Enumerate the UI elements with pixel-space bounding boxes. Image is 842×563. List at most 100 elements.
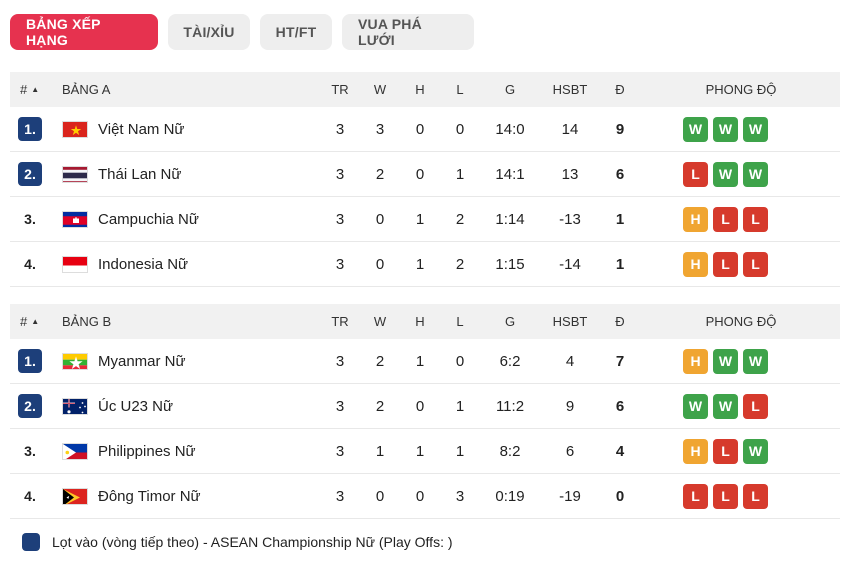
goals-cell: 1:15 <box>495 255 525 273</box>
wins-cell: 3 <box>375 120 385 138</box>
form-loss-badge[interactable]: L <box>743 483 768 509</box>
form-win-badge[interactable]: W <box>683 116 708 142</box>
rank-badge-qualified: 1. <box>18 349 42 373</box>
form-loss-badge[interactable]: L <box>713 251 738 277</box>
goals-cell: 14:0 <box>495 120 525 138</box>
team-flag <box>62 242 88 286</box>
team-flag <box>62 339 88 383</box>
form-win-badge[interactable]: W <box>743 116 768 142</box>
form-loss-badge[interactable]: L <box>713 438 738 464</box>
form-draw-badge[interactable]: H <box>683 438 708 464</box>
goal-difference-cell: 9 <box>565 397 575 415</box>
form-loss-badge[interactable]: L <box>743 251 768 277</box>
rank-cell: 4. <box>18 242 42 286</box>
team-name[interactable]: Campuchia Nữ <box>98 210 199 228</box>
team-name[interactable]: Philippines Nữ <box>98 442 196 460</box>
form-win-badge[interactable]: W <box>713 116 738 142</box>
form-draw-badge[interactable]: H <box>683 206 708 232</box>
form-loss-badge[interactable]: L <box>743 206 768 232</box>
form-loss-badge[interactable]: L <box>713 483 738 509</box>
goal-difference-cell: 13 <box>561 165 579 183</box>
table-row[interactable]: 3. Philippines Nữ 3 1 1 1 8:2 6 4 H L W <box>10 429 840 474</box>
points-cell: 7 <box>615 352 625 370</box>
goals-cell: 1:14 <box>495 210 525 228</box>
col-tr-header: TR <box>331 314 349 329</box>
rank-header[interactable]: # ▲ <box>20 72 39 107</box>
col-form-header: PHONG ĐỘ <box>705 314 777 329</box>
losses-cell: 0 <box>455 120 465 138</box>
col-l-header: L <box>456 314 464 329</box>
form-win-badge[interactable]: W <box>713 393 738 419</box>
points-cell: 9 <box>615 120 625 138</box>
losses-cell: 1 <box>455 397 465 415</box>
tab-vua-pha-luoi[interactable]: VUA PHÁ LƯỚI <box>342 14 474 50</box>
team-name[interactable]: Úc U23 Nữ <box>98 397 174 415</box>
table-row[interactable]: 3. Campuchia Nữ 3 0 1 2 1:14 -13 1 H L L <box>10 197 840 242</box>
form-draw-badge[interactable]: H <box>683 251 708 277</box>
table-row[interactable]: 4. Đông Timor Nữ 3 0 0 3 0:19 -19 0 L L L <box>10 474 840 519</box>
form-win-badge[interactable]: W <box>713 348 738 374</box>
thailand-flag-icon <box>62 165 88 183</box>
rank-cell: 2. <box>18 384 42 428</box>
rank-cell: 1. <box>18 339 42 383</box>
form-win-badge[interactable]: W <box>743 438 768 464</box>
goals-cell: 11:2 <box>495 397 525 415</box>
team-name[interactable]: Đông Timor Nữ <box>98 487 201 505</box>
rank-header-label: # <box>20 314 28 329</box>
form-win-badge[interactable]: W <box>743 161 768 187</box>
team-flag <box>62 107 88 151</box>
team-name[interactable]: Indonesia Nữ <box>98 255 189 273</box>
team-name[interactable]: Việt Nam Nữ <box>98 120 185 138</box>
form-loss-badge[interactable]: L <box>743 393 768 419</box>
col-h-header: H <box>415 82 425 97</box>
losses-cell: 3 <box>455 487 465 505</box>
team-flag <box>62 152 88 196</box>
tab-tai-xiu[interactable]: TÀI/XỈU <box>168 14 250 50</box>
sort-asc-icon: ▲ <box>31 317 40 326</box>
group-a-table: # ▲ BẢNG A TR W H L G HSBT Đ PHONG ĐỘ 1. Việt Nam Nữ… <box>10 72 840 287</box>
team-name[interactable]: Myanmar Nữ <box>98 352 186 370</box>
goals-cell: 8:2 <box>499 442 521 460</box>
table-row[interactable]: 1. Việt Nam Nữ 3 3 0 0 14:0 14 9 W W W <box>10 107 840 152</box>
form-win-badge[interactable]: W <box>713 161 738 187</box>
form-loss-badge[interactable]: L <box>713 206 738 232</box>
rank-header[interactable]: # ▲ <box>20 304 39 339</box>
form-win-badge[interactable]: W <box>743 348 768 374</box>
wins-cell: 2 <box>375 165 385 183</box>
form-loss-badge[interactable]: L <box>683 161 708 187</box>
timor-flag-icon <box>62 487 88 505</box>
table-row[interactable]: 4. Indonesia Nữ 3 0 1 2 1:15 -14 1 H L L <box>10 242 840 287</box>
played-cell: 3 <box>335 442 345 460</box>
team-flag <box>62 197 88 241</box>
points-cell: 4 <box>615 442 625 460</box>
tab-ht-ft[interactable]: HT/FT <box>260 14 332 50</box>
form-win-badge[interactable]: W <box>683 393 708 419</box>
points-cell: 6 <box>615 165 625 183</box>
tab-bar: BẢNG XẾP HẠNG TÀI/XỈU HT/FT VUA PHÁ LƯỚI <box>10 14 474 50</box>
rank-cell: 1. <box>18 107 42 151</box>
group-b-table: # ▲ BẢNG B TR W H L G HSBT Đ PHONG ĐỘ 1. Myanmar Nữ 3… <box>10 304 840 519</box>
losses-cell: 1 <box>455 442 465 460</box>
tab-bang-xep-hang[interactable]: BẢNG XẾP HẠNG <box>10 14 158 50</box>
team-name[interactable]: Thái Lan Nữ <box>98 165 182 183</box>
table-row[interactable]: 1. Myanmar Nữ 3 2 1 0 6:2 4 7 H W W <box>10 339 840 384</box>
table-row[interactable]: 2. Thái Lan Nữ 3 2 0 1 14:1 13 6 L W W <box>10 152 840 197</box>
wins-cell: 0 <box>375 255 385 273</box>
table-row[interactable]: 2. Úc U23 Nữ 3 2 0 1 11:2 9 6 W W L <box>10 384 840 429</box>
played-cell: 3 <box>335 120 345 138</box>
group-name: BẢNG A <box>62 82 111 97</box>
form-loss-badge[interactable]: L <box>683 483 708 509</box>
form-draw-badge[interactable]: H <box>683 348 708 374</box>
played-cell: 3 <box>335 352 345 370</box>
wins-cell: 0 <box>375 487 385 505</box>
vietnam-flag-icon <box>62 120 88 138</box>
